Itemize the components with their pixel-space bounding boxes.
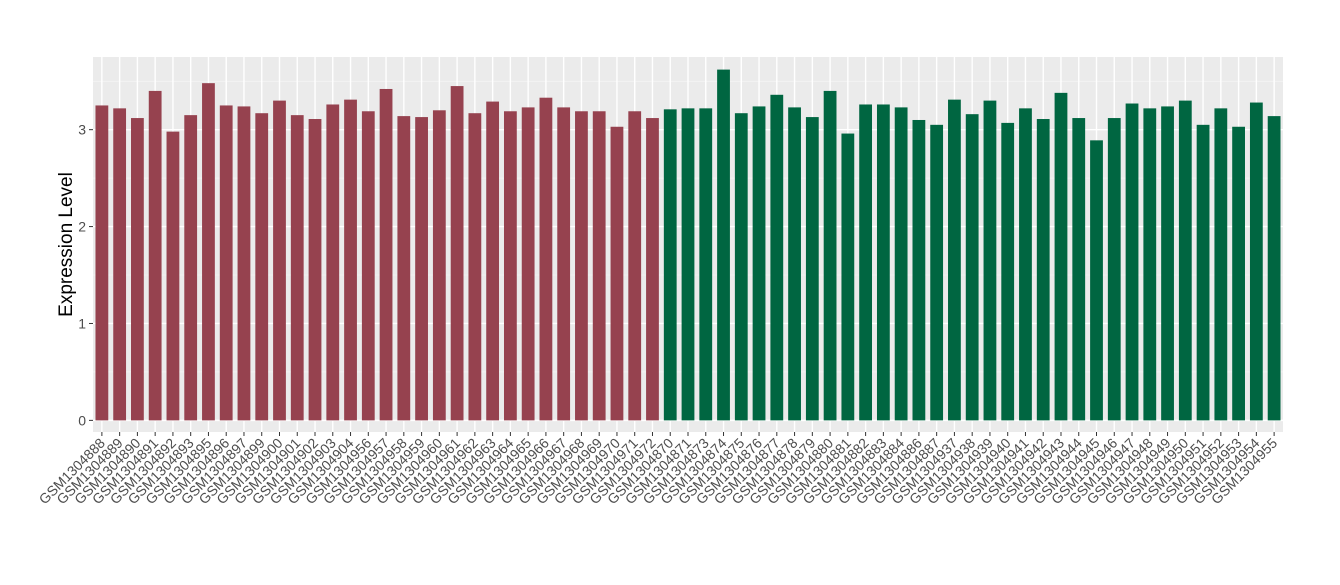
y-tick-label: 3 xyxy=(78,122,86,138)
bar-GSM1304970 xyxy=(610,126,624,421)
bar-GSM1304963 xyxy=(486,101,500,421)
bar-GSM1304964 xyxy=(503,111,517,421)
bar-GSM1304903 xyxy=(326,104,340,421)
bar-GSM1304870 xyxy=(663,109,677,421)
bar-GSM1304876 xyxy=(752,106,766,421)
x-axis: GSM1304888GSM1304889GSM1304890GSM1304891… xyxy=(36,432,1280,507)
bar-GSM1304955 xyxy=(1267,116,1281,421)
bar-GSM1304877 xyxy=(770,94,784,421)
bar-GSM1304942 xyxy=(1036,119,1050,421)
bar-GSM1304951 xyxy=(1196,124,1210,421)
bar-GSM1304938 xyxy=(965,114,979,421)
y-axis-label: Expression Level xyxy=(56,172,77,317)
bar-GSM1304958 xyxy=(397,116,411,421)
bar-GSM1304941 xyxy=(1019,108,1032,421)
bar-GSM1304959 xyxy=(415,117,428,421)
bar-GSM1304952 xyxy=(1214,108,1228,421)
bar-GSM1304944 xyxy=(1072,118,1086,421)
y-tick-label: 0 xyxy=(78,412,86,428)
bar-GSM1304949 xyxy=(1161,106,1174,421)
bar-GSM1304967 xyxy=(557,107,571,421)
bar-GSM1304895 xyxy=(202,83,215,421)
bar-GSM1304899 xyxy=(255,113,269,421)
bar-GSM1304880 xyxy=(823,90,837,421)
bar-GSM1304888 xyxy=(95,105,109,421)
y-tick-label: 2 xyxy=(78,219,86,235)
bar-GSM1304940 xyxy=(1001,122,1015,421)
bar-GSM1304948 xyxy=(1143,108,1157,421)
y-axis: 0 1 2 3 xyxy=(78,122,93,428)
bar-GSM1304953 xyxy=(1232,126,1245,421)
bar-GSM1304947 xyxy=(1125,103,1139,421)
bar-GSM1304892 xyxy=(166,131,180,421)
bar-GSM1304887 xyxy=(930,124,944,421)
y-tick-label: 1 xyxy=(78,315,86,331)
bar-GSM1304962 xyxy=(468,113,482,421)
bars xyxy=(95,69,1281,421)
bar-GSM1304960 xyxy=(432,110,446,421)
bar-GSM1304883 xyxy=(876,104,890,421)
bar-GSM1304875 xyxy=(734,113,748,421)
bar-GSM1304904 xyxy=(344,99,357,421)
bar-GSM1304900 xyxy=(273,100,286,421)
bar-GSM1304969 xyxy=(592,111,606,421)
bar-GSM1304902 xyxy=(308,119,322,421)
bar-GSM1304966 xyxy=(539,97,553,421)
bar-GSM1304968 xyxy=(575,111,588,421)
bar-GSM1304972 xyxy=(646,118,659,421)
bar-GSM1304901 xyxy=(290,115,304,421)
bar-GSM1304874 xyxy=(717,69,730,421)
bar-GSM1304878 xyxy=(788,107,801,421)
bar-GSM1304956 xyxy=(361,111,375,421)
bar-GSM1304884 xyxy=(894,107,908,421)
bar-GSM1304891 xyxy=(148,90,162,421)
bar-GSM1304873 xyxy=(699,108,713,421)
bar-GSM1304965 xyxy=(521,107,535,421)
bar-GSM1304961 xyxy=(450,86,464,421)
bar-GSM1304871 xyxy=(681,108,695,421)
bar-GSM1304889 xyxy=(113,108,127,421)
bar-GSM1304957 xyxy=(379,88,393,421)
bar-GSM1304954 xyxy=(1249,102,1263,421)
bar-GSM1304897 xyxy=(237,106,251,421)
bar-GSM1304937 xyxy=(948,99,961,421)
bar-GSM1304939 xyxy=(983,100,997,421)
bar-GSM1304971 xyxy=(628,111,642,421)
bar-GSM1304881 xyxy=(841,133,855,421)
bar-GSM1304879 xyxy=(805,117,819,421)
bar-GSM1304896 xyxy=(219,105,233,421)
bar-GSM1304950 xyxy=(1178,100,1192,421)
bar-GSM1304943 xyxy=(1054,92,1068,421)
bar-GSM1304882 xyxy=(859,104,873,421)
bar-GSM1304946 xyxy=(1107,118,1121,421)
bar-GSM1304890 xyxy=(131,118,144,421)
bar-GSM1304886 xyxy=(912,119,926,421)
bar-GSM1304893 xyxy=(184,115,198,421)
bar-GSM1304945 xyxy=(1090,140,1103,421)
